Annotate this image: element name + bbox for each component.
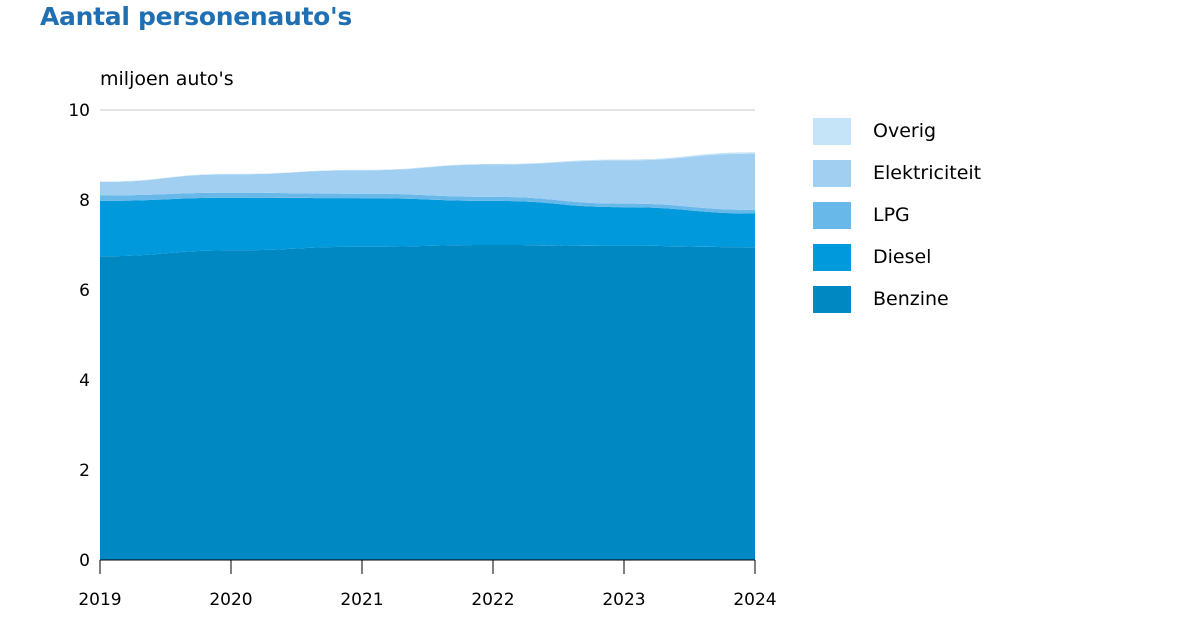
legend-item-elektriciteit: Elektriciteit (813, 152, 981, 194)
legend-swatch (813, 285, 851, 313)
y-tick-label: 2 (79, 461, 90, 481)
area-layers (100, 109, 755, 560)
legend-item-lpg: LPG (813, 194, 981, 236)
x-tick-label: 2022 (471, 590, 514, 610)
y-tick-label: 8 (79, 191, 90, 211)
x-axis: 2019 2020 2021 2022 2023 2024 (78, 559, 777, 610)
legend-label: Elektriciteit (873, 162, 982, 184)
legend-label: Diesel (873, 246, 932, 268)
legend-swatch (813, 201, 851, 229)
x-tick-label: 2021 (340, 590, 383, 610)
x-tick-label: 2023 (602, 590, 645, 610)
y-tick-label: 6 (79, 281, 90, 301)
x-tick-label: 2020 (209, 590, 252, 610)
area-elektriciteit (100, 153, 755, 210)
y-axis-ticks: 0 2 4 6 8 10 (68, 101, 90, 571)
legend-swatch (813, 159, 851, 187)
chart-title: Aantal personenauto's (40, 2, 352, 31)
x-tick-label: 2024 (733, 590, 776, 610)
legend-swatch (813, 117, 851, 145)
y-tick-label: 0 (79, 551, 90, 571)
x-tick-label: 2019 (78, 590, 121, 610)
legend-item-overig: Overig (813, 110, 981, 152)
area-overig (100, 152, 755, 182)
area-diesel (100, 197, 755, 257)
y-tick-label: 4 (79, 371, 90, 391)
y-axis-unit-label: miljoen auto's (100, 68, 234, 90)
legend-label: Benzine (873, 288, 949, 310)
y-tick-label: 10 (68, 101, 90, 121)
area-benzine (100, 245, 755, 560)
legend-item-benzine: Benzine (813, 278, 981, 320)
legend-label: Overig (873, 120, 937, 142)
area-lpg (100, 192, 755, 214)
legend-label: LPG (873, 204, 910, 226)
legend-swatch (813, 243, 851, 271)
legend: Overig Elektriciteit LPG Diesel Benzine (813, 110, 981, 320)
legend-item-diesel: Diesel (813, 236, 981, 278)
